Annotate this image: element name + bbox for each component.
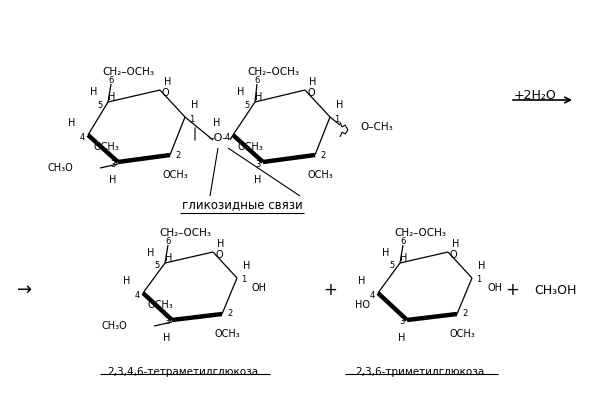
Text: 5: 5 (155, 262, 160, 271)
Text: CH₂–OCH₃: CH₂–OCH₃ (102, 67, 154, 77)
Text: 2: 2 (227, 310, 233, 318)
Text: O: O (450, 250, 458, 260)
Text: 6: 6 (254, 76, 260, 84)
Text: H: H (123, 276, 130, 286)
Text: 4: 4 (370, 290, 375, 299)
Text: 6: 6 (165, 236, 171, 245)
Text: H: H (478, 261, 486, 271)
Text: H: H (68, 118, 76, 128)
Text: 1: 1 (476, 275, 481, 284)
Text: 5: 5 (245, 100, 250, 110)
Text: 6: 6 (108, 76, 114, 84)
Text: 2: 2 (320, 151, 325, 160)
Text: OCH₃: OCH₃ (307, 170, 333, 180)
Text: гликозидные связи: гликозидные связи (182, 199, 303, 212)
Text: 2,3,6-триметилглюкоза: 2,3,6-триметилглюкоза (355, 367, 484, 377)
Text: H: H (213, 118, 220, 128)
Text: H: H (400, 253, 408, 263)
Text: H: H (243, 261, 251, 271)
Text: O: O (215, 250, 223, 260)
Text: CH₂–OCH₃: CH₂–OCH₃ (247, 67, 299, 77)
Text: CH₃OH: CH₃OH (534, 284, 576, 297)
Text: CH₃O: CH₃O (101, 321, 127, 331)
Text: +: + (505, 281, 519, 299)
Text: –O–: –O– (208, 133, 228, 143)
Text: H: H (163, 333, 171, 343)
Text: O: O (307, 88, 315, 98)
Text: 4: 4 (80, 132, 85, 141)
Text: H: H (398, 333, 406, 343)
Text: CH₂–OCH₃: CH₂–OCH₃ (159, 228, 211, 238)
Text: H: H (91, 87, 98, 97)
Text: H: H (255, 92, 263, 102)
Text: 3: 3 (111, 160, 116, 169)
Text: CH₃O: CH₃O (47, 163, 73, 173)
Text: OCH₃: OCH₃ (148, 300, 174, 310)
Text: OCH₃: OCH₃ (214, 329, 240, 339)
Text: H: H (358, 276, 365, 286)
Text: 1: 1 (334, 115, 339, 123)
Text: 3: 3 (400, 318, 405, 327)
Text: H: H (108, 92, 116, 102)
Text: OH: OH (487, 283, 502, 293)
Text: 3: 3 (255, 160, 261, 169)
Text: O–CH₃: O–CH₃ (360, 122, 393, 132)
Text: H: H (309, 77, 316, 87)
Text: H: H (165, 253, 173, 263)
Text: H: H (147, 248, 155, 258)
Text: →: → (18, 281, 33, 299)
Text: OCH₃: OCH₃ (449, 329, 475, 339)
Text: 5: 5 (98, 100, 103, 110)
Text: OCH₃: OCH₃ (93, 142, 119, 152)
Text: OCH₃: OCH₃ (162, 170, 188, 180)
Text: 6: 6 (400, 236, 406, 245)
Text: 2,3,4,6-тетраметилглюкоза: 2,3,4,6-тетраметилглюкоза (108, 367, 259, 377)
Text: H: H (217, 239, 225, 249)
Text: H: H (254, 175, 262, 185)
Text: OH: OH (252, 283, 267, 293)
Text: 3: 3 (165, 318, 170, 327)
Text: H: H (382, 248, 390, 258)
Text: H: H (452, 239, 460, 249)
Text: 1: 1 (189, 115, 194, 123)
Text: H: H (237, 87, 245, 97)
Text: 2: 2 (462, 310, 467, 318)
Text: HO: HO (355, 300, 370, 310)
Text: +: + (323, 281, 337, 299)
Text: H: H (336, 100, 344, 110)
Text: 2: 2 (175, 151, 180, 160)
Text: OCH₃: OCH₃ (238, 142, 264, 152)
Text: H: H (191, 100, 199, 110)
Text: +2H₂O: +2H₂O (513, 89, 556, 102)
Text: H: H (109, 175, 117, 185)
Text: H: H (164, 77, 172, 87)
Text: CH₂–OCH₃: CH₂–OCH₃ (394, 228, 446, 238)
Text: 4: 4 (135, 290, 140, 299)
Text: 5: 5 (390, 262, 395, 271)
Text: O: O (162, 88, 170, 98)
Text: 4: 4 (225, 132, 230, 141)
Text: 1: 1 (241, 275, 246, 284)
